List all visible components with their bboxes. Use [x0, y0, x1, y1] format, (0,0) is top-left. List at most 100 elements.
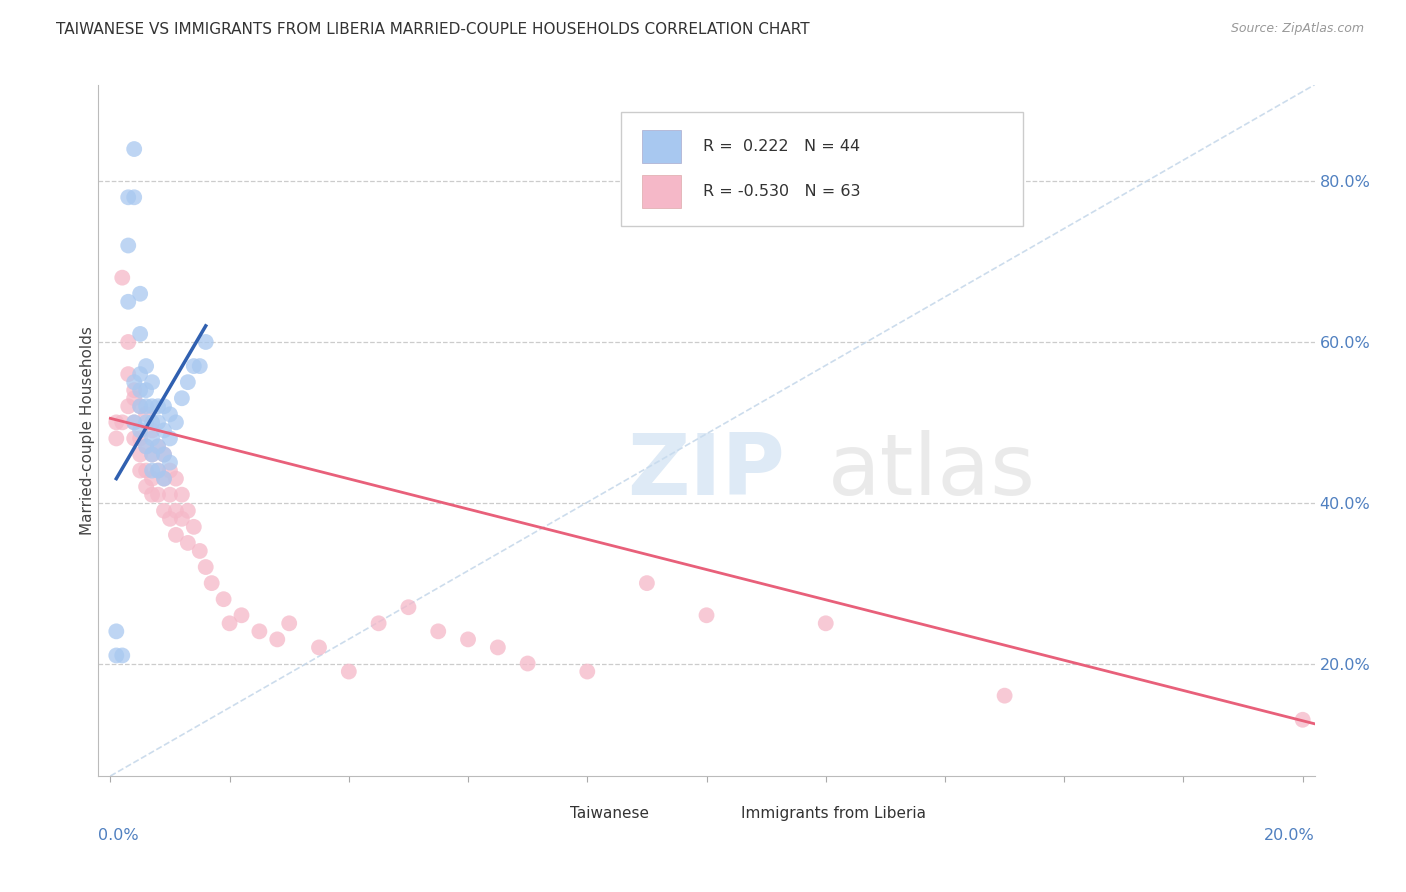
Point [165, 528, 187, 542]
Point [117, 238, 139, 252]
Point [117, 334, 139, 349]
Point [396, 600, 419, 615]
Point [266, 632, 288, 647]
Text: ZIP: ZIP [627, 430, 785, 514]
Point [141, 432, 163, 446]
Text: Source: ZipAtlas.com: Source: ZipAtlas.com [1230, 22, 1364, 36]
Point [117, 399, 139, 413]
Point [117, 294, 139, 309]
Point [153, 399, 176, 413]
Point [188, 544, 211, 558]
Point [135, 407, 157, 421]
Point [141, 464, 163, 478]
Point [122, 432, 145, 446]
Point [111, 648, 134, 663]
Point [457, 632, 479, 647]
Point [153, 472, 176, 486]
Point [177, 504, 200, 518]
Point [129, 432, 152, 446]
Point [1292, 713, 1315, 727]
Point [135, 415, 157, 429]
Point [308, 640, 330, 655]
Point [278, 616, 301, 631]
Point [141, 488, 163, 502]
Point [122, 190, 145, 204]
Point [135, 464, 157, 478]
Point [576, 665, 599, 679]
Point [129, 399, 152, 413]
Point [183, 359, 205, 373]
Point [636, 576, 658, 591]
Point [247, 624, 270, 639]
Point [188, 359, 211, 373]
Point [141, 415, 163, 429]
Bar [536, 802, 562, 824]
Point [141, 472, 163, 486]
Point [177, 375, 200, 389]
Point [122, 391, 145, 405]
Point [183, 520, 205, 534]
FancyBboxPatch shape [621, 112, 1022, 227]
Point [122, 415, 145, 429]
Point [994, 689, 1017, 703]
Point [146, 440, 169, 454]
Point [153, 504, 176, 518]
Text: TAIWANESE VS IMMIGRANTS FROM LIBERIA MARRIED-COUPLE HOUSEHOLDS CORRELATION CHART: TAIWANESE VS IMMIGRANTS FROM LIBERIA MAR… [56, 22, 810, 37]
Point [105, 624, 128, 639]
Point [141, 399, 163, 413]
Point [170, 391, 193, 405]
Point [153, 472, 176, 486]
Point [129, 367, 152, 381]
Point [367, 616, 389, 631]
Bar [643, 129, 681, 163]
Point [129, 448, 152, 462]
Point [129, 383, 152, 397]
Point [159, 512, 181, 526]
Point [814, 616, 837, 631]
Point [337, 665, 360, 679]
Point [165, 472, 187, 486]
Point [135, 383, 157, 397]
Point [146, 440, 169, 454]
Point [146, 464, 169, 478]
Point [153, 448, 176, 462]
Point [146, 399, 169, 413]
Text: 20.0%: 20.0% [1264, 828, 1315, 843]
Point [486, 640, 509, 655]
Point [111, 415, 134, 429]
Text: 0.0%: 0.0% [98, 828, 139, 843]
Point [122, 415, 145, 429]
Point [141, 448, 163, 462]
Point [129, 424, 152, 438]
Point [146, 488, 169, 502]
Point [122, 375, 145, 389]
Point [159, 407, 181, 421]
Point [135, 399, 157, 413]
Point [122, 383, 145, 397]
Point [105, 415, 128, 429]
Point [129, 286, 152, 301]
Point [516, 657, 538, 671]
Point [135, 359, 157, 373]
Bar [707, 802, 734, 824]
Point [117, 367, 139, 381]
Point [696, 608, 718, 623]
Point [165, 504, 187, 518]
Point [194, 560, 217, 574]
Text: atlas: atlas [828, 430, 1036, 514]
Point [111, 270, 134, 285]
Point [165, 415, 187, 429]
Y-axis label: Married-couple Households: Married-couple Households [80, 326, 94, 535]
Point [141, 448, 163, 462]
Point [135, 480, 157, 494]
Point [141, 424, 163, 438]
Point [159, 464, 181, 478]
Text: Taiwanese: Taiwanese [571, 805, 650, 821]
Point [231, 608, 253, 623]
Point [129, 399, 152, 413]
Point [170, 512, 193, 526]
Point [218, 616, 240, 631]
Point [170, 488, 193, 502]
Point [159, 456, 181, 470]
Point [159, 488, 181, 502]
